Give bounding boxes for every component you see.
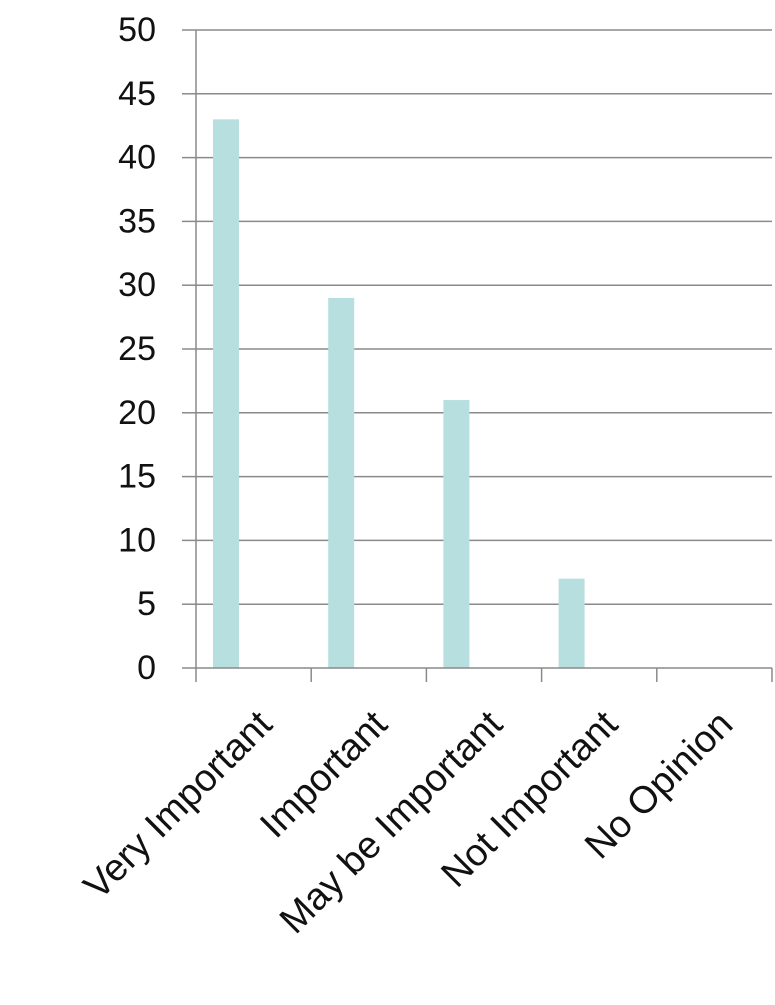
- x-tick-label: May be Important: [272, 703, 511, 942]
- y-tick-label: 45: [118, 75, 156, 113]
- bar-not-important: [558, 578, 585, 668]
- x-tick-label: Very Important: [76, 703, 281, 908]
- y-tick-label: 15: [118, 458, 156, 496]
- y-tick-label: 10: [118, 521, 156, 559]
- bars: [213, 119, 585, 668]
- y-tick-labels: 0 5 10 15 20 25 30 35 40 45 50: [118, 11, 156, 687]
- y-tick-label: 50: [118, 11, 156, 49]
- gridlines: [196, 29, 772, 605]
- bar-very-important: [213, 119, 239, 668]
- bar-important: [328, 297, 355, 668]
- bar-may-be-important: [443, 400, 470, 668]
- axes: [182, 29, 773, 682]
- y-tick-label: 5: [137, 585, 156, 623]
- y-tick-label: 35: [118, 202, 156, 240]
- y-tick-label: 20: [118, 394, 156, 432]
- y-tick-label: 25: [118, 330, 156, 368]
- y-tick-label: 30: [118, 266, 156, 304]
- y-tick-label: 0: [137, 649, 156, 687]
- y-tick-label: 40: [118, 139, 156, 177]
